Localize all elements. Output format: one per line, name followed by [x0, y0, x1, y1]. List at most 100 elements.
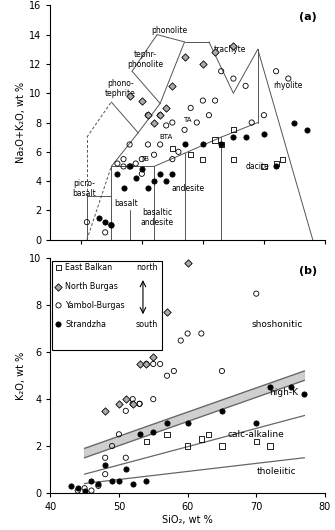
Point	[273, 67, 279, 75]
Point	[219, 367, 224, 375]
Point	[194, 118, 199, 127]
Point	[218, 140, 224, 149]
Point	[103, 461, 108, 469]
Point	[123, 465, 129, 474]
Point	[115, 160, 120, 168]
Point	[75, 484, 80, 492]
Point	[144, 477, 149, 485]
Point	[116, 477, 122, 485]
Point	[170, 155, 175, 163]
Point	[182, 126, 187, 134]
Point	[115, 170, 120, 178]
Point	[286, 74, 291, 83]
Point	[188, 151, 193, 159]
Point	[151, 151, 157, 159]
Point	[188, 104, 193, 112]
X-axis label: SiO₂, wt %: SiO₂, wt %	[162, 515, 213, 525]
Point	[123, 407, 129, 415]
Point	[273, 162, 279, 171]
Text: trachyte: trachyte	[214, 45, 247, 54]
Point	[150, 428, 156, 436]
Text: North Burgas: North Burgas	[65, 282, 118, 291]
Point	[56, 320, 61, 329]
Point	[130, 395, 135, 403]
Point	[200, 140, 206, 149]
Point	[137, 430, 142, 438]
Point	[145, 111, 151, 119]
Point	[200, 96, 206, 105]
Point	[254, 289, 259, 298]
Point	[185, 259, 190, 268]
Text: dacite: dacite	[246, 162, 270, 171]
Point	[261, 111, 267, 119]
Point	[261, 162, 267, 171]
Point	[123, 454, 129, 462]
Text: calc-alkaline: calc-alkaline	[228, 430, 285, 439]
Point	[254, 418, 259, 427]
Point	[109, 221, 114, 229]
Point	[261, 130, 267, 138]
Point	[157, 111, 163, 119]
Text: picro-
basalt: picro- basalt	[72, 179, 96, 198]
Point	[150, 395, 156, 403]
Point	[139, 155, 144, 163]
Point	[56, 301, 61, 310]
Point	[116, 400, 122, 408]
Point	[231, 74, 236, 83]
Point	[144, 360, 149, 368]
Point	[151, 177, 157, 186]
Text: basaltic
andesite: basaltic andesite	[140, 208, 174, 227]
Point	[103, 228, 108, 236]
Y-axis label: K₂O, wt %: K₂O, wt %	[16, 351, 26, 400]
Text: south: south	[136, 320, 158, 329]
Point	[163, 177, 169, 186]
Point	[254, 437, 259, 446]
Polygon shape	[84, 371, 305, 458]
Point	[206, 111, 212, 119]
Point	[121, 162, 126, 171]
Point	[145, 184, 151, 193]
Point	[103, 470, 108, 479]
Point	[185, 329, 190, 338]
Point	[144, 437, 149, 446]
Point	[219, 442, 224, 450]
Point	[182, 140, 187, 149]
Point	[109, 221, 114, 229]
Point	[164, 372, 170, 380]
Point	[157, 170, 163, 178]
Point	[279, 155, 285, 163]
Point	[116, 430, 122, 438]
Point	[249, 118, 254, 127]
Point	[137, 400, 142, 408]
Point	[127, 140, 132, 149]
Point	[164, 308, 170, 316]
Text: shoshonitic: shoshonitic	[251, 320, 303, 329]
Point	[82, 484, 87, 492]
Point	[170, 82, 175, 90]
Point	[164, 430, 170, 438]
Point	[137, 360, 142, 368]
Text: high-K: high-K	[269, 387, 298, 396]
Point	[139, 170, 144, 178]
Point	[212, 136, 218, 144]
Point	[75, 487, 80, 495]
Point	[231, 42, 236, 50]
Point	[139, 165, 144, 174]
Point	[127, 162, 132, 171]
Text: BTA: BTA	[159, 134, 173, 140]
Point	[199, 435, 204, 443]
Text: Strandzha: Strandzha	[65, 320, 106, 329]
Point	[144, 360, 149, 368]
Point	[89, 477, 94, 485]
Point	[137, 400, 142, 408]
Point	[150, 352, 156, 361]
Text: (a): (a)	[299, 12, 317, 22]
Point	[273, 160, 279, 168]
Point	[56, 263, 61, 272]
Point	[164, 418, 170, 427]
Point	[302, 390, 307, 399]
Point	[130, 400, 135, 408]
Point	[170, 145, 175, 153]
Point	[96, 479, 101, 488]
Text: (b): (b)	[298, 266, 317, 276]
